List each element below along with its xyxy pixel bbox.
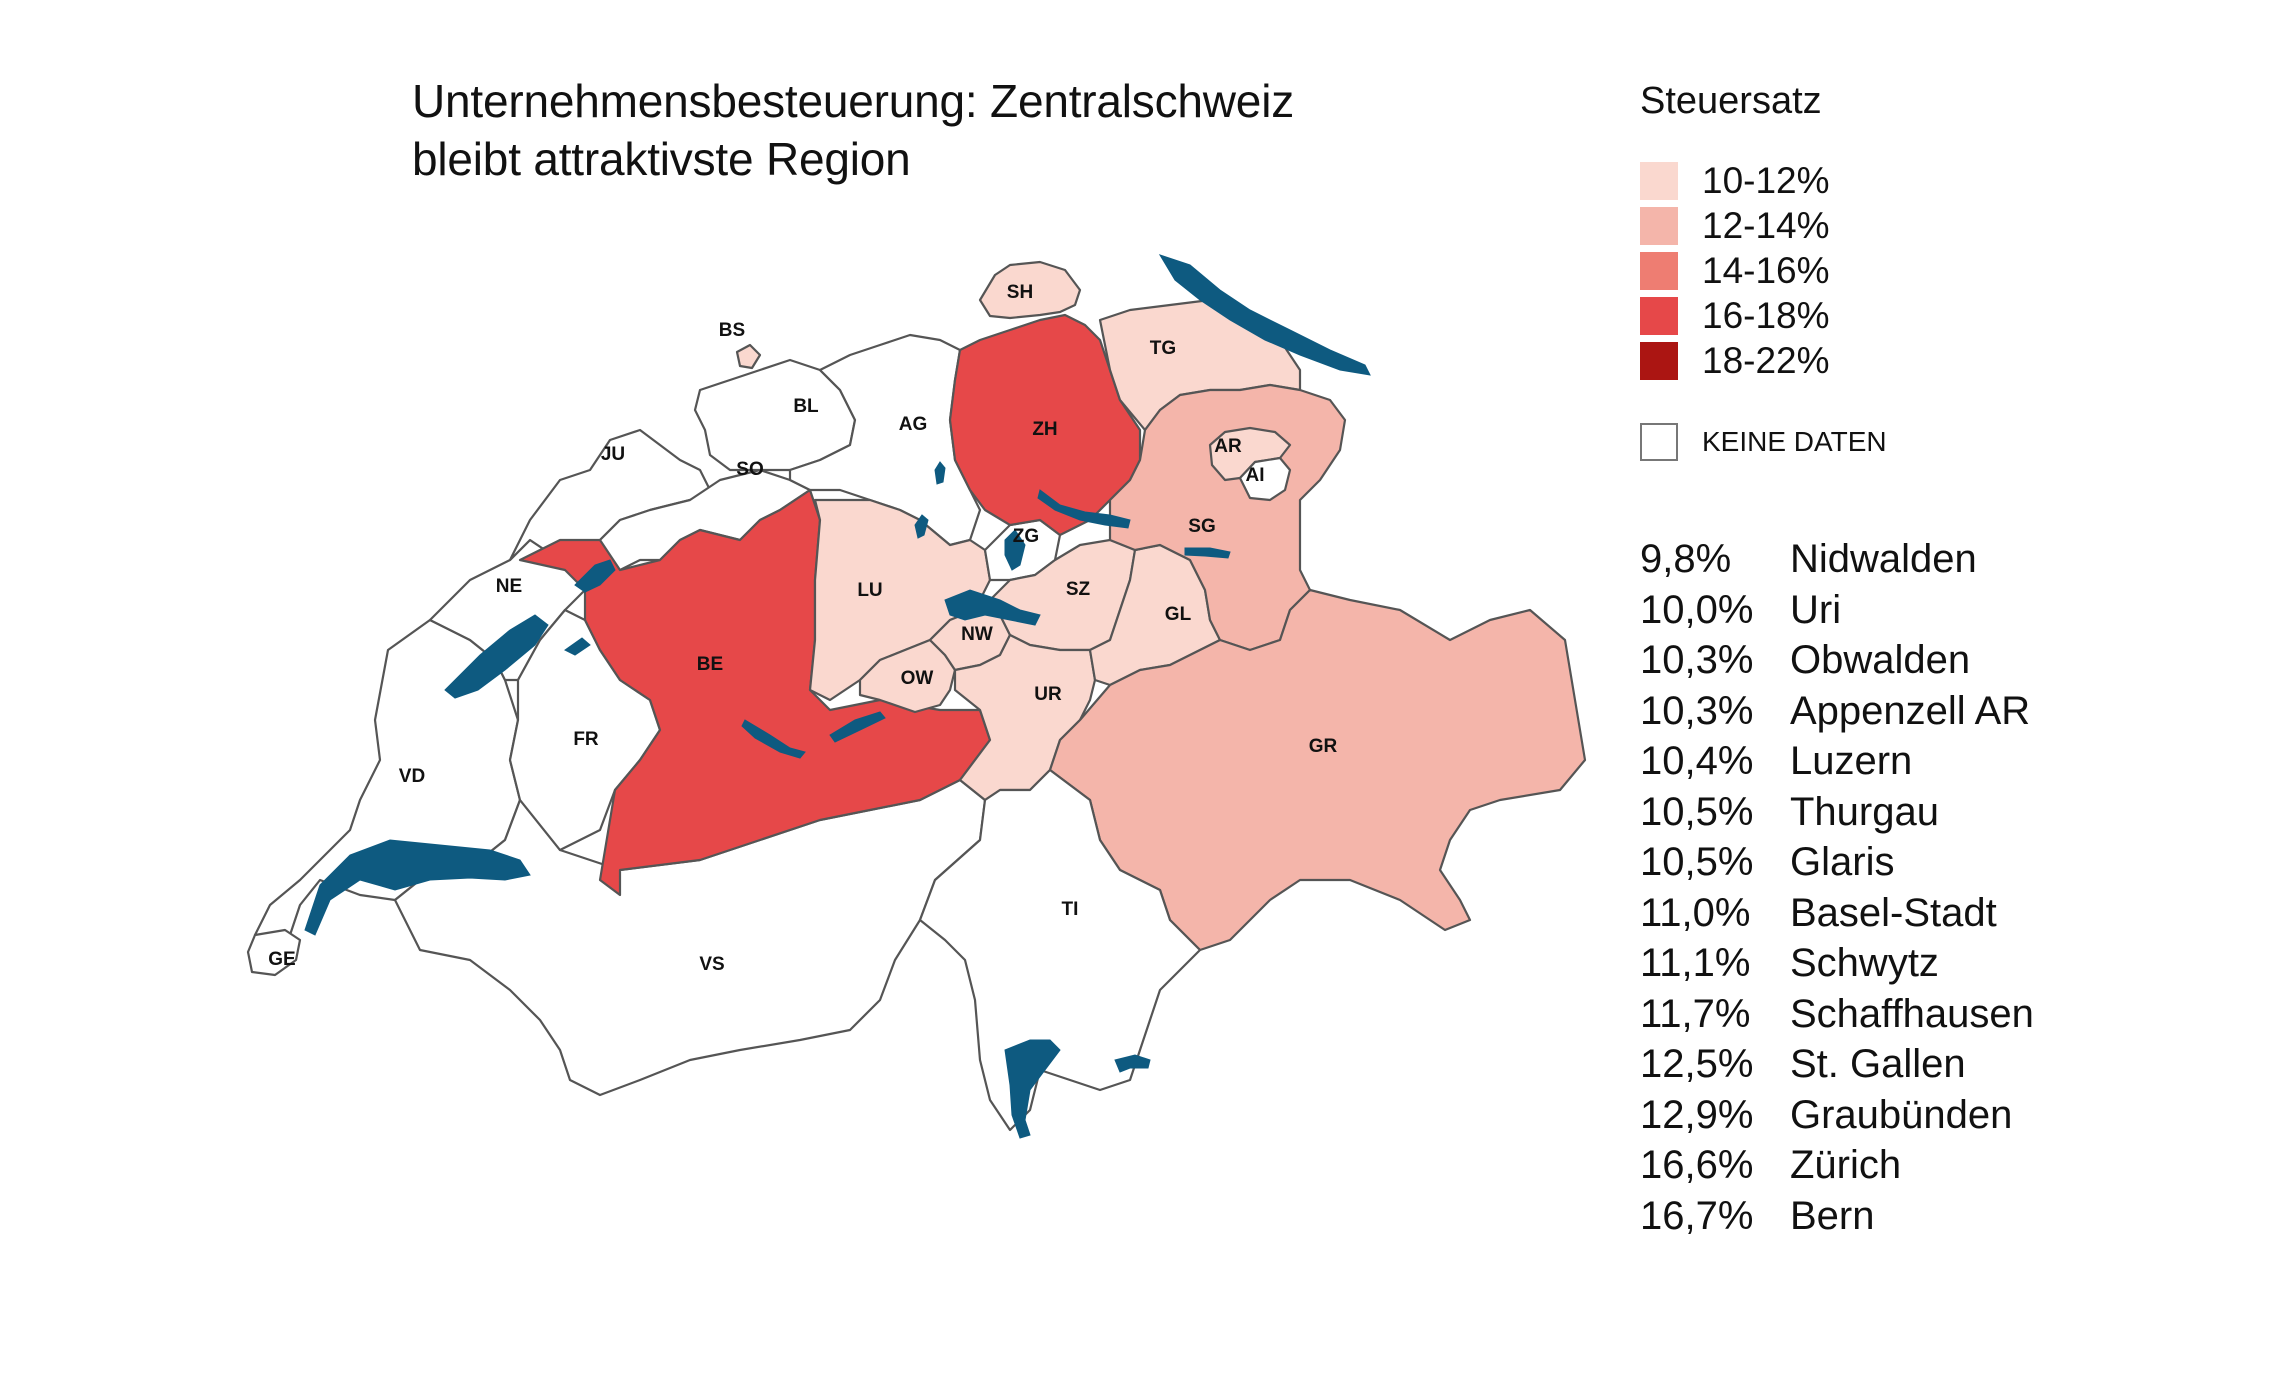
ranking-canton: Uri xyxy=(1790,587,1842,632)
lake-thun xyxy=(741,719,806,759)
canton-label-SG: SG xyxy=(1188,516,1215,537)
ranking-rate: 11,7% xyxy=(1640,991,1751,1036)
canton-OW xyxy=(858,638,957,714)
ranking-canton: Zürich xyxy=(1790,1143,1902,1187)
canton-label-ZG: ZG xyxy=(1013,526,1039,547)
legend-label: 14-16% xyxy=(1702,250,1830,291)
canton-label-UR: UR xyxy=(1034,684,1062,705)
ranking-rate: 10,0% xyxy=(1640,587,1754,632)
canton-label-SZ: SZ xyxy=(1066,579,1091,600)
no-data-label: KEINE DATEN xyxy=(1702,426,1887,457)
canton-label-NW: NW xyxy=(961,624,993,645)
lake-zurich xyxy=(1037,489,1131,529)
ranking-rate: 10,3% xyxy=(1640,688,1754,733)
canton-label-GR: GR xyxy=(1309,736,1338,757)
ranking-canton: Schwytz xyxy=(1790,941,1939,985)
legend-title: Steuersatz xyxy=(1640,80,1822,122)
no-data-swatch xyxy=(1640,423,1678,461)
canton-BS xyxy=(735,343,762,370)
map-title: Unternehmensbesteuerung: Zentralschweiz … xyxy=(412,72,1512,188)
canton-label-FR: FR xyxy=(573,729,599,750)
canton-label-AI: AI xyxy=(1246,465,1265,486)
ranking-rate: 10,5% xyxy=(1640,840,1754,884)
ranking-rate: 10,5% xyxy=(1640,789,1754,834)
ranking-canton: Bern xyxy=(1790,1193,1875,1238)
canton-label-AG: AG xyxy=(899,414,928,435)
lake-lucerne xyxy=(944,589,1041,626)
ranking-rate: 11,1% xyxy=(1640,941,1751,985)
ranking-canton: Glaris xyxy=(1790,840,1895,884)
ranking-canton: Basel-Stadt xyxy=(1790,890,1997,935)
title-line-1: Unternehmensbesteuerung: Zentralschweiz xyxy=(412,75,1295,127)
ranking-rate: 16,7% xyxy=(1640,1193,1754,1238)
ranking-rate: 9,8% xyxy=(1640,537,1732,581)
ranking-canton: Nidwalden xyxy=(1790,537,1977,581)
canton-label-NE: NE xyxy=(496,576,522,597)
canton-label-BL: BL xyxy=(793,396,819,417)
canton-label-GL: GL xyxy=(1165,604,1192,625)
canton-GE xyxy=(246,928,302,977)
legend-label: 18-22% xyxy=(1702,340,1830,381)
ranking-rate: 10,4% xyxy=(1640,739,1754,783)
lake-lugano xyxy=(1114,1054,1151,1073)
canton-label-TG: TG xyxy=(1150,338,1176,359)
ranking-canton: Schaffhausen xyxy=(1790,991,2034,1036)
canton-label-SO: SO xyxy=(736,459,763,480)
lake-hallwil xyxy=(934,461,946,485)
ranking-canton: Graubünden xyxy=(1790,1092,2013,1137)
lake-murten xyxy=(564,637,591,656)
lake-constance xyxy=(1158,254,1371,376)
canton-label-BE: BE xyxy=(697,654,723,675)
lake-walensee xyxy=(1184,547,1231,559)
legend-swatch xyxy=(1640,207,1678,245)
canton-label-ZH: ZH xyxy=(1032,419,1057,440)
canton-VD xyxy=(253,618,522,952)
ranking-canton: Appenzell AR xyxy=(1790,688,2031,733)
canton-TI xyxy=(918,768,1202,1132)
canton-label-BS: BS xyxy=(719,320,745,341)
lake-sempach xyxy=(914,514,929,539)
legend-label: 16-18% xyxy=(1702,295,1830,336)
lake-brienz xyxy=(829,711,886,743)
ranking-rate: 10,3% xyxy=(1640,638,1754,682)
legend-label: 12-14% xyxy=(1702,205,1830,246)
canton-label-SH: SH xyxy=(1007,282,1033,303)
lake-neuchatel xyxy=(444,614,549,699)
ranking-rate: 12,9% xyxy=(1640,1092,1754,1137)
ranking-rate: 12,5% xyxy=(1640,1042,1754,1086)
canton-label-OW: OW xyxy=(901,668,934,689)
lake-maggiore xyxy=(1004,1039,1061,1139)
canton-label-AR: AR xyxy=(1214,436,1242,457)
canton-AI xyxy=(1238,456,1292,502)
title-line-2: bleibt attraktivste Region xyxy=(412,133,911,185)
canton-label-JU: JU xyxy=(601,444,625,465)
legend-swatch xyxy=(1640,162,1678,200)
legend-swatch xyxy=(1640,297,1678,335)
canton-label-GE: GE xyxy=(268,949,295,970)
ranking-canton: Thurgau xyxy=(1790,789,1939,834)
lake-zug xyxy=(1004,529,1026,571)
ranking-canton: St. Gallen xyxy=(1790,1042,1966,1086)
ranking-canton: Obwalden xyxy=(1790,638,1971,682)
ranking-rate: 16,6% xyxy=(1640,1143,1754,1187)
legend-swatch xyxy=(1640,252,1678,290)
canton-SH xyxy=(978,260,1082,320)
lake-biel xyxy=(574,559,616,593)
ranking-rate: 11,0% xyxy=(1640,890,1751,935)
legend-label: 10-12% xyxy=(1702,160,1830,201)
canton-label-TI: TI xyxy=(1062,899,1079,920)
canton-label-VD: VD xyxy=(399,766,425,787)
legend-swatch xyxy=(1640,342,1678,380)
canton-label-VS: VS xyxy=(699,954,724,975)
ranking-canton: Luzern xyxy=(1790,739,1913,783)
lake-geneva xyxy=(304,839,531,936)
canton-label-LU: LU xyxy=(857,580,882,601)
